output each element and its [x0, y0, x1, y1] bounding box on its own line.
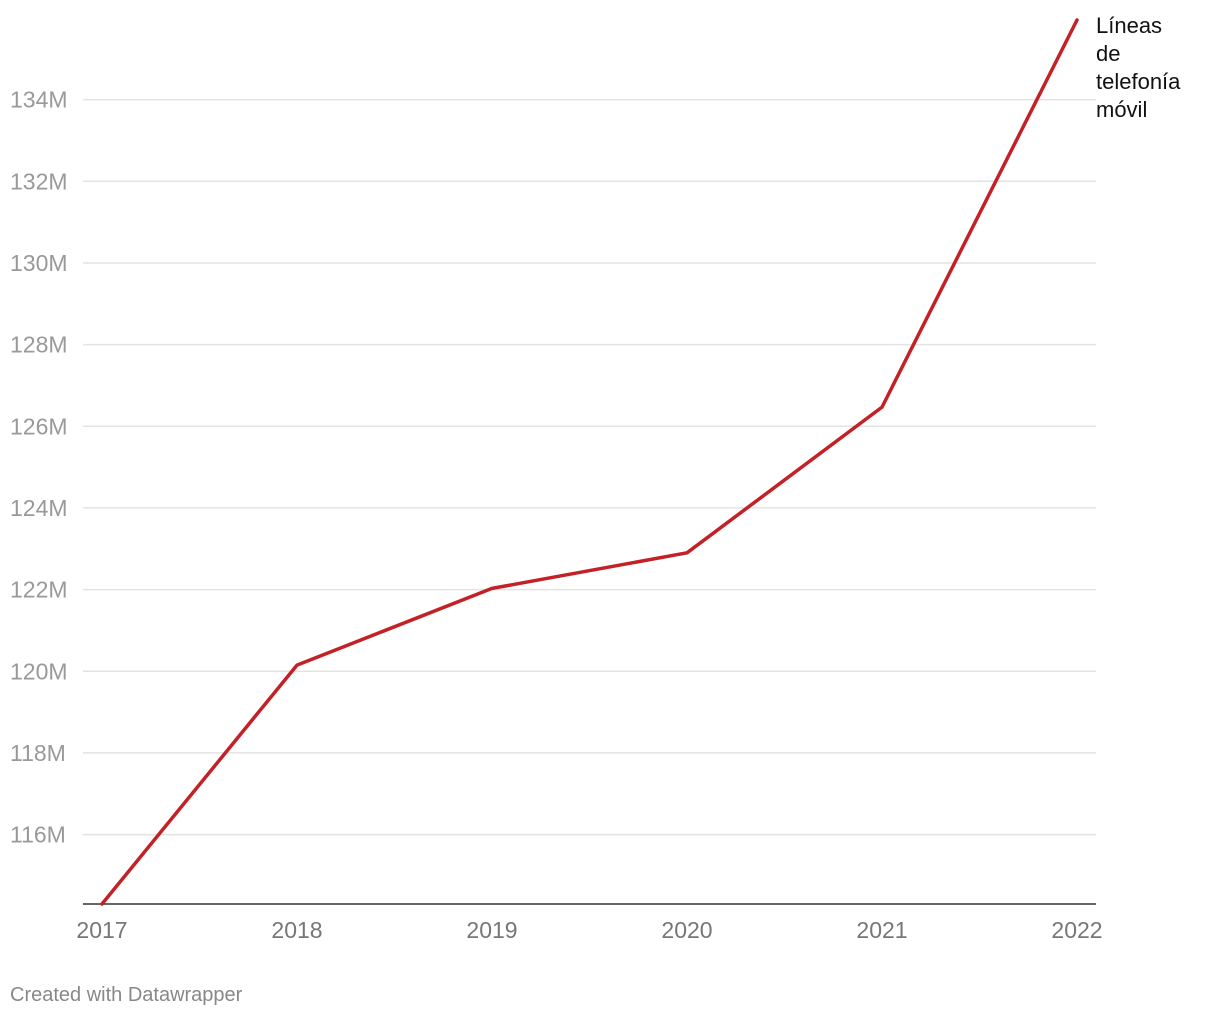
- series-label-line: Líneas: [1096, 13, 1162, 38]
- y-tick-label: 130M: [10, 250, 68, 276]
- series-label-line: de: [1096, 41, 1120, 66]
- y-tick-label: 116M: [10, 822, 66, 848]
- x-tick-label: 2021: [856, 917, 907, 943]
- series-layer: [100, 18, 1079, 906]
- series-label: Líneas de telefonía móvil: [1096, 13, 1181, 122]
- x-tick-label: 2019: [466, 917, 517, 943]
- line-chart: 116M 118M 120M 122M 124M 126M 128M 130M 132M 134M…: [10, 13, 1181, 943]
- x-tick-label: 2022: [1051, 917, 1102, 943]
- y-axis-tick-labels: 116M 118M 120M 122M 124M 126M 128M 130M 132M 134M: [10, 87, 68, 848]
- y-tick-label: 124M: [10, 495, 68, 521]
- y-tick-label: 120M: [10, 658, 68, 684]
- y-tick-label: 132M: [10, 168, 68, 194]
- y-tick-label: 126M: [10, 413, 68, 439]
- x-axis-tick-labels: 2017 2018 2019 2020 2021 2022: [76, 917, 1102, 943]
- y-tick-label: 128M: [10, 332, 68, 358]
- x-tick-label: 2020: [661, 917, 712, 943]
- series-label-line: telefonía: [1096, 69, 1181, 94]
- y-tick-label: 118M: [10, 740, 66, 766]
- x-tick-label: 2018: [271, 917, 322, 943]
- y-tick-label: 122M: [10, 577, 68, 603]
- x-tick-label: 2017: [76, 917, 127, 943]
- y-tick-label: 134M: [10, 87, 68, 113]
- series-label-group: Líneas de telefonía móvil: [1096, 13, 1181, 122]
- datawrapper-credit[interactable]: Created with Datawrapper: [10, 984, 243, 1006]
- series-label-line: móvil: [1096, 97, 1147, 122]
- series-line: [100, 18, 1079, 906]
- gridlines: [83, 98, 1096, 836]
